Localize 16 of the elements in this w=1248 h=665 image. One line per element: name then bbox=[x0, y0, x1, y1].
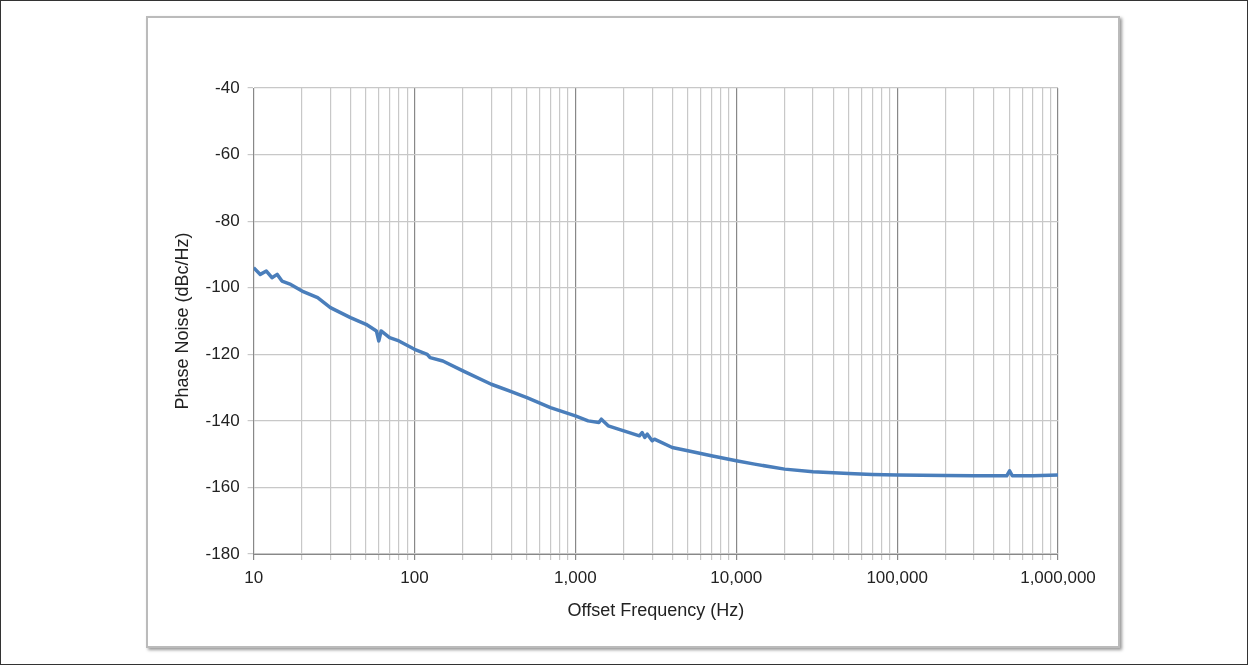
x-axis-title: Offset Frequency (Hz) bbox=[567, 600, 745, 621]
y-axis-title: Phase Noise (dBc/Hz) bbox=[171, 232, 192, 410]
x-tick-label: 10,000 bbox=[710, 567, 763, 587]
x-tick-label: 100 bbox=[400, 567, 429, 587]
x-tick-label: 10 bbox=[244, 567, 264, 587]
y-tick-label: -140 bbox=[205, 410, 240, 430]
y-tick-label: -180 bbox=[205, 543, 240, 563]
x-tick-label: 1,000 bbox=[554, 567, 597, 587]
y-tick-label: -40 bbox=[215, 77, 240, 97]
x-tick-label: 100,000 bbox=[866, 567, 928, 587]
y-tick-label: -160 bbox=[205, 477, 240, 497]
y-tick-label: -100 bbox=[205, 277, 240, 297]
y-tick-label: -60 bbox=[215, 144, 240, 164]
x-tick-label: 1,000,000 bbox=[1020, 567, 1096, 587]
y-tick-label: -120 bbox=[205, 343, 240, 363]
y-tick-label: -80 bbox=[215, 210, 240, 230]
